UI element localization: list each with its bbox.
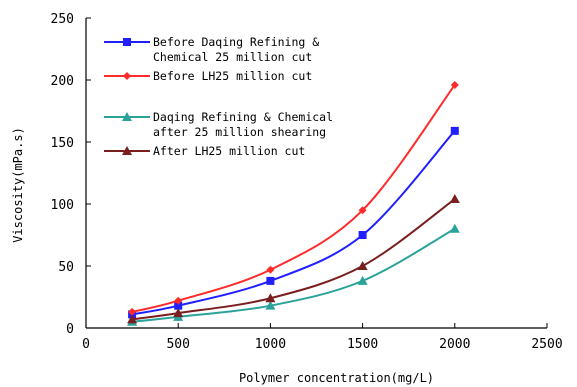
legend-item: Before Daqing Refining &Chemical 25 mill… [104,35,319,64]
legend-label: Before LH25 million cut [153,69,312,83]
legend-label: After LH25 million cut [153,144,305,158]
legend-item: Before LH25 million cut [104,69,312,83]
series-line [131,130,456,316]
y-tick-label: 150 [51,136,74,151]
axes: 0 500 1000 1500 2000 2500 0 50 100 150 200 250 [51,12,563,352]
data-point [127,314,138,324]
series-line [131,227,456,323]
legend-item: After LH25 million cut [104,144,305,158]
legend: Before Daqing Refining &Chemical 25 mill… [104,35,333,158]
series-4 [127,194,460,324]
y-tick-label: 250 [51,12,74,27]
data-point [449,223,460,233]
data-point [266,265,275,274]
data-point [174,296,183,305]
x-tick-label: 2500 [531,337,562,352]
y-tick-label: 100 [51,198,74,213]
data-point [450,126,459,135]
data-point [450,80,459,89]
series-layer [127,80,460,326]
x-tick-label: 500 [166,337,189,352]
data-point [357,275,368,285]
legend-swatch-marker [122,146,132,155]
legend-label: Daqing Refining & Chemical [153,110,333,124]
legend-swatch-marker [122,112,132,121]
legend-label: after 25 million shearing [153,125,326,139]
y-tick-label: 0 [66,322,74,337]
legend-label: Chemical 25 million cut [153,50,312,64]
data-point [357,261,368,270]
legend-swatch-marker [123,38,131,46]
x-tick-label: 1000 [255,337,286,352]
legend-swatch-marker [123,72,131,80]
y-tick-label: 200 [51,74,74,89]
data-point [173,308,184,318]
series-line [131,84,456,313]
data-point [358,206,367,215]
x-tick-label: 0 [82,337,90,352]
data-point [358,231,367,239]
data-point [265,300,276,310]
y-tick-label: 50 [58,260,74,275]
x-tick-label: 2000 [439,337,470,352]
y-axis-title: Viscosity(mPa.s) [11,127,25,243]
series-line [131,198,456,321]
series-2 [128,80,459,316]
data-point [266,276,275,285]
data-point [265,293,276,303]
data-point [128,307,137,316]
x-axis-title: Polymer concentration(mg/L) [239,371,434,385]
data-point [174,301,183,310]
x-tick-label: 1500 [347,337,378,352]
data-point [449,194,460,204]
legend-label: Before Daqing Refining & [153,35,319,49]
